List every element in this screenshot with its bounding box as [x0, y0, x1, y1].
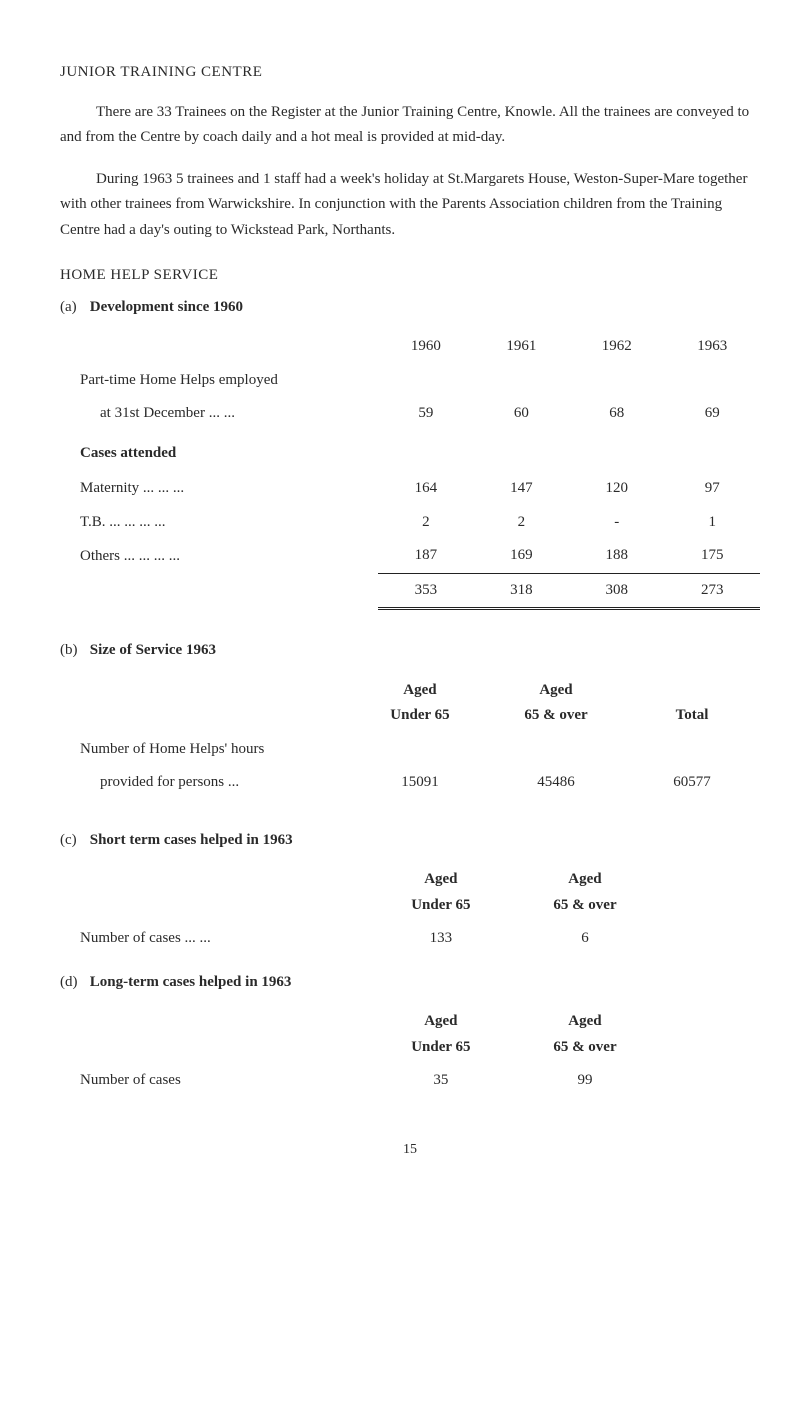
cell-part-time-sublabel: at 31st December ... ... — [60, 397, 378, 431]
heading-junior-training: JUNIOR TRAINING CENTRE — [60, 60, 760, 86]
cell-maternity-label: Maternity ... ... ... — [60, 472, 378, 506]
cell-tb-1962: - — [569, 506, 664, 540]
title-b: Size of Service 1963 — [90, 642, 216, 658]
subsection-c: (c) Short term cases helped in 1963 — [60, 828, 760, 854]
cell-b-v1: 45486 — [488, 766, 624, 800]
cell-d-v1: 99 — [513, 1064, 657, 1098]
label-c: (c) — [60, 828, 86, 854]
blank-cell — [60, 330, 378, 364]
row-part-time-vals: at 31st December ... ... 59 60 68 69 — [60, 397, 760, 431]
title-d: Long-term cases helped in 1963 — [90, 974, 292, 990]
header-row-d: Aged Under 65 Aged 65 & over — [60, 1005, 760, 1064]
cell-pt-1962: 68 — [569, 397, 664, 431]
hdr-d-0: Aged Under 65 — [369, 1005, 513, 1064]
cell-d-label: Number of cases — [60, 1064, 369, 1098]
row-d-vals: Number of cases 35 99 — [60, 1064, 760, 1098]
cell-oth-1962: 188 — [569, 539, 664, 573]
year-1963: 1963 — [665, 330, 760, 364]
hdr-b-0: Aged Under 65 — [352, 674, 488, 733]
row-b-label: Number of Home Helps' hours — [60, 733, 760, 767]
header-row-c: Aged Under 65 Aged 65 & over — [60, 863, 760, 922]
row-totals: 353 318 308 273 — [60, 573, 760, 609]
cell-total-1960: 353 — [378, 573, 473, 609]
title-c: Short term cases helped in 1963 — [90, 832, 293, 848]
cell-pt-1960: 59 — [378, 397, 473, 431]
hdr-b-1: Aged 65 & over — [488, 674, 624, 733]
heading-home-help: HOME HELP SERVICE — [60, 263, 760, 289]
section-junior-training: JUNIOR TRAINING CENTRE There are 33 Trai… — [60, 60, 760, 243]
title-a: Development since 1960 — [90, 299, 243, 315]
cell-c-label: Number of cases ... ... — [60, 922, 369, 956]
table-development: 1960 1961 1962 1963 Part-time Home Helps… — [60, 330, 760, 610]
cell-mat-1962: 120 — [569, 472, 664, 506]
hdr-c-1: Aged 65 & over — [513, 863, 657, 922]
cell-tb-1963: 1 — [665, 506, 760, 540]
cell-others-label: Others ... ... ... ... — [60, 539, 378, 573]
cell-tb-1960: 2 — [378, 506, 473, 540]
cell-tb-label: T.B. ... ... ... ... — [60, 506, 378, 540]
row-b-vals: provided for persons ... 15091 45486 605… — [60, 766, 760, 800]
year-header-row: 1960 1961 1962 1963 — [60, 330, 760, 364]
section-home-help: HOME HELP SERVICE (a) Development since … — [60, 263, 760, 1098]
para-holiday: During 1963 5 trainees and 1 staff had a… — [60, 167, 760, 244]
cell-tb-1961: 2 — [474, 506, 569, 540]
year-1961: 1961 — [474, 330, 569, 364]
table-long-term: Aged Under 65 Aged 65 & over Number of c… — [60, 1005, 760, 1098]
cell-b-sublabel: provided for persons ... — [60, 766, 352, 800]
cell-pt-1961: 60 — [474, 397, 569, 431]
cell-b-v2: 60577 — [624, 766, 760, 800]
row-others: Others ... ... ... ... 187 169 188 175 — [60, 539, 760, 573]
cell-oth-1963: 175 — [665, 539, 760, 573]
cell-d-v0: 35 — [369, 1064, 513, 1098]
row-part-time-label: Part-time Home Helps employed — [60, 364, 760, 398]
cell-mat-1961: 147 — [474, 472, 569, 506]
label-d: (d) — [60, 970, 86, 996]
page-number: 15 — [60, 1138, 760, 1162]
row-cases-attended-header: Cases attended — [60, 431, 760, 473]
hdr-c-0: Aged Under 65 — [369, 863, 513, 922]
cell-total-1962: 308 — [569, 573, 664, 609]
cell-c-v0: 133 — [369, 922, 513, 956]
label-b: (b) — [60, 638, 86, 664]
cell-mat-1963: 97 — [665, 472, 760, 506]
subsection-a: (a) Development since 1960 — [60, 295, 760, 321]
label-a: (a) — [60, 295, 86, 321]
row-maternity: Maternity ... ... ... 164 147 120 97 — [60, 472, 760, 506]
year-1960: 1960 — [378, 330, 473, 364]
row-c-vals: Number of cases ... ... 133 6 — [60, 922, 760, 956]
cell-pt-1963: 69 — [665, 397, 760, 431]
year-1962: 1962 — [569, 330, 664, 364]
cell-part-time-label: Part-time Home Helps employed — [60, 364, 378, 398]
cell-total-1961: 318 — [474, 573, 569, 609]
cell-oth-1961: 169 — [474, 539, 569, 573]
cell-b-v0: 15091 — [352, 766, 488, 800]
cases-attended-title: Cases attended — [60, 431, 378, 473]
cell-mat-1960: 164 — [378, 472, 473, 506]
hdr-b-2: Total — [624, 674, 760, 733]
row-tb: T.B. ... ... ... ... 2 2 - 1 — [60, 506, 760, 540]
header-row-b: Aged Under 65 Aged 65 & over Total — [60, 674, 760, 733]
cell-oth-1960: 187 — [378, 539, 473, 573]
table-size-of-service: Aged Under 65 Aged 65 & over Total Numbe… — [60, 674, 760, 800]
cell-b-label: Number of Home Helps' hours — [60, 733, 352, 767]
subsection-b: (b) Size of Service 1963 — [60, 638, 760, 664]
subsection-d: (d) Long-term cases helped in 1963 — [60, 970, 760, 996]
table-short-term: Aged Under 65 Aged 65 & over Number of c… — [60, 863, 760, 956]
hdr-d-1: Aged 65 & over — [513, 1005, 657, 1064]
para-trainees: There are 33 Trainees on the Register at… — [60, 100, 760, 151]
cell-total-1963: 273 — [665, 573, 760, 609]
cell-c-v1: 6 — [513, 922, 657, 956]
